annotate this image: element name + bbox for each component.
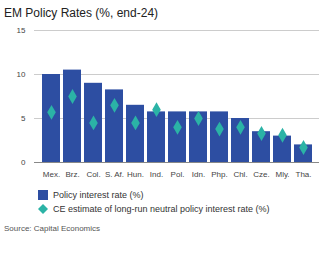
html-text:EM Policy Rates (%, end-24): EM Policy Rates (%, end-24): [4, 6, 159, 20]
html-text:Source: Capital Economics: Source: Capital Economics: [4, 224, 100, 233]
svg-text:0: 0: [21, 158, 26, 167]
svg-text:S. Af.: S. Af.: [105, 170, 124, 179]
svg-text:Hun.: Hun.: [127, 170, 144, 179]
svg-text:Php.: Php.: [211, 170, 227, 179]
svg-text:5: 5: [21, 114, 26, 123]
svg-text:Chl.: Chl.: [233, 170, 247, 179]
svg-text:15: 15: [17, 26, 26, 35]
svg-text:Ind.: Ind.: [150, 170, 163, 179]
html-text:Policy interest rate (%): Policy interest rate (%): [53, 190, 144, 200]
svg-text:Pol.: Pol.: [171, 170, 185, 179]
svg-text:Brz.: Brz.: [65, 170, 79, 179]
html-text:CE estimate of long-run neutra: CE estimate of long-run neutral policy i…: [53, 204, 270, 214]
svg-text:Col.: Col.: [86, 170, 100, 179]
svg-text:Mex.: Mex.: [43, 170, 60, 179]
svg-text:10: 10: [17, 70, 26, 79]
svg-text:Idn.: Idn.: [192, 170, 205, 179]
svg-text:Mly.: Mly.: [275, 170, 289, 179]
svg-text:Cze.: Cze.: [253, 170, 269, 179]
svg-text:Tha.: Tha.: [295, 170, 311, 179]
